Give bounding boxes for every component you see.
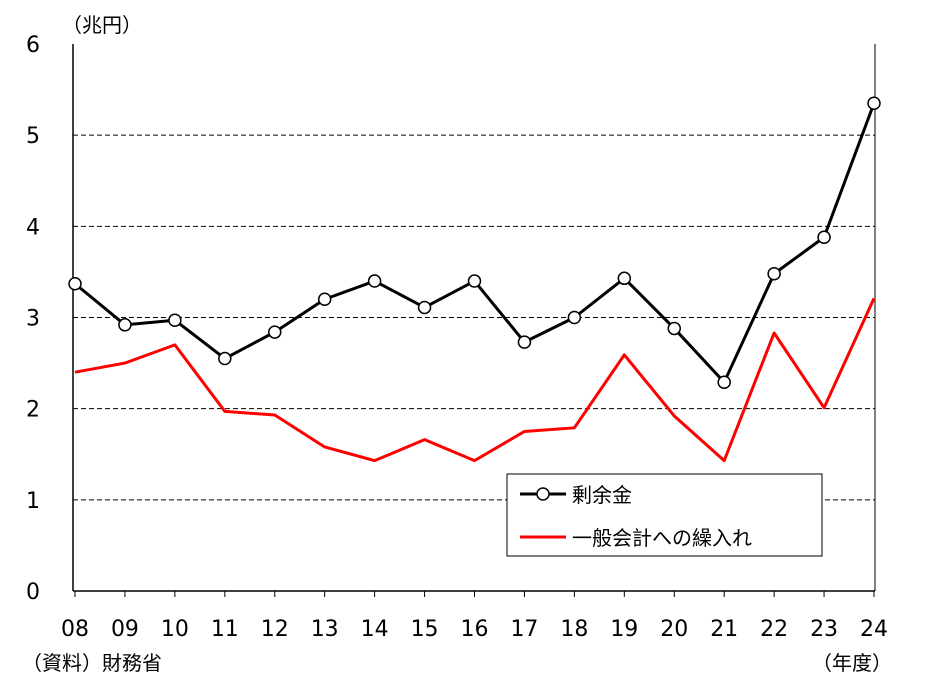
x-tick-label: 16 (461, 617, 489, 642)
data-point (68, 277, 82, 291)
y-tick-label: 5 (26, 124, 40, 149)
data-point (767, 266, 781, 281)
data-point (667, 321, 681, 336)
data-point (367, 274, 382, 288)
legend-label-surplus: 剰余金 (572, 483, 632, 507)
data-point (268, 325, 282, 339)
legend-box (506, 473, 823, 557)
source-note: （資料）財務省 (22, 651, 162, 675)
data-point (317, 292, 332, 307)
x-tick-label: 22 (760, 617, 788, 642)
x-tick-labels: 08 09 10 11 12 13 14 15 16 17 18 19 20 21 22 23 24 (61, 617, 888, 642)
x-tick-label: 24 (860, 617, 888, 642)
x-tick-label: 09 (111, 617, 139, 642)
data-point (218, 351, 232, 366)
data-point (417, 300, 432, 315)
x-tick-label: 21 (710, 617, 738, 642)
y-tick-label: 0 (26, 580, 40, 605)
legend: 剰余金 一般会計への繰入れ (506, 473, 823, 557)
series-group (68, 96, 881, 463)
x-tick-label: 20 (660, 617, 688, 642)
x-tick-label: 11 (211, 617, 239, 642)
x-tick-label: 19 (610, 617, 638, 642)
x-tick-label: 10 (161, 617, 189, 642)
x-tick-label: 08 (61, 617, 89, 642)
y-tick-label: 2 (26, 398, 40, 423)
y-tick-label: 4 (26, 215, 40, 240)
data-point (168, 313, 182, 327)
x-axis-label: （年度） (812, 651, 892, 675)
y-tick-label: 1 (26, 489, 40, 514)
data-point (717, 375, 731, 389)
data-point (118, 318, 132, 332)
data-point (517, 335, 532, 349)
y-tick-labels: 0 1 2 3 4 5 6 (26, 33, 40, 605)
x-tick-label: 12 (261, 617, 289, 642)
data-point (467, 274, 482, 288)
x-tick-label: 23 (810, 617, 838, 642)
legend-marker-surplus (536, 487, 550, 501)
y-unit-label: （兆円） (62, 13, 142, 37)
axes (72, 44, 876, 597)
y-tick-label: 3 (26, 307, 40, 332)
x-tick-label: 15 (411, 617, 439, 642)
x-tick-label: 18 (560, 617, 588, 642)
x-tick-label: 14 (361, 617, 389, 642)
series-line-0 (74, 102, 876, 384)
data-point (617, 271, 632, 286)
x-tick-label: 17 (510, 617, 538, 642)
series-line-1 (74, 297, 876, 463)
data-point (817, 230, 831, 245)
y-tick-label: 6 (26, 33, 40, 58)
data-point (567, 310, 582, 325)
x-tick-label: 13 (311, 617, 339, 642)
legend-label-transfer: 一般会計への繰入れ (572, 526, 752, 550)
data-point (867, 96, 881, 111)
